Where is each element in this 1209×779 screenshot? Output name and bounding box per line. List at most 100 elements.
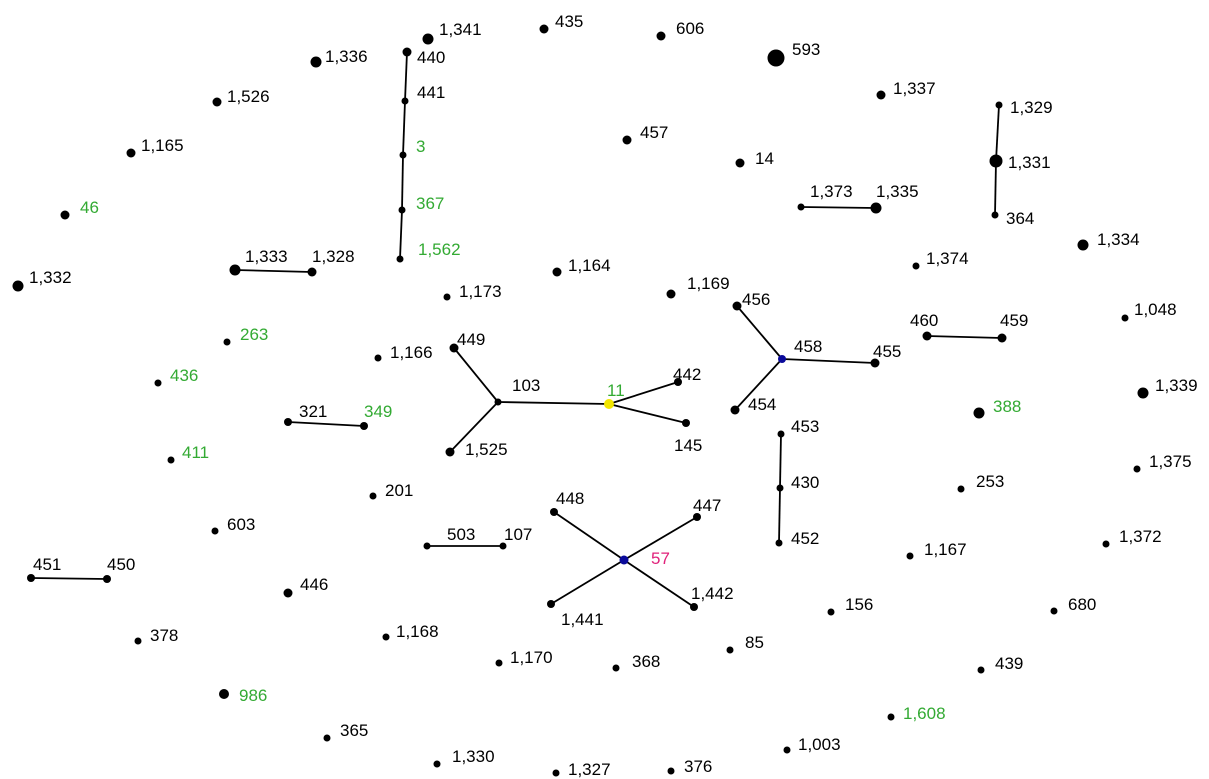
node-1337[interactable] bbox=[876, 90, 886, 100]
node-1327[interactable] bbox=[552, 769, 560, 777]
node-107[interactable] bbox=[499, 542, 507, 550]
node-1170[interactable] bbox=[495, 659, 503, 667]
node-label-449: 449 bbox=[457, 330, 485, 349]
node-452[interactable] bbox=[775, 539, 783, 547]
node-156[interactable] bbox=[827, 608, 835, 616]
edge-440-441 bbox=[404, 51, 408, 102]
node-441[interactable] bbox=[401, 97, 409, 105]
node-503[interactable] bbox=[423, 542, 431, 550]
node-label-1329: 1,329 bbox=[1010, 98, 1053, 117]
node-1562[interactable] bbox=[396, 255, 404, 263]
node-430[interactable] bbox=[776, 484, 784, 492]
node-label-1331: 1,331 bbox=[1008, 153, 1051, 172]
node-364[interactable] bbox=[991, 211, 999, 219]
node-1525[interactable] bbox=[445, 447, 455, 457]
node-46[interactable] bbox=[60, 210, 70, 220]
node-449[interactable] bbox=[449, 343, 459, 353]
node-388[interactable] bbox=[973, 407, 985, 419]
node-14[interactable] bbox=[735, 158, 745, 168]
node-1173[interactable] bbox=[443, 293, 451, 301]
node-411[interactable] bbox=[167, 456, 175, 464]
node-label-107: 107 bbox=[504, 525, 532, 544]
node-368[interactable] bbox=[612, 664, 620, 672]
node-367[interactable] bbox=[398, 206, 406, 214]
node-label-1341: 1,341 bbox=[439, 20, 482, 39]
node-1329[interactable] bbox=[995, 101, 1003, 109]
node-439[interactable] bbox=[977, 666, 985, 674]
node-454[interactable] bbox=[730, 405, 740, 415]
node-376[interactable] bbox=[667, 767, 675, 775]
node-321[interactable] bbox=[284, 418, 292, 426]
node-label-1375: 1,375 bbox=[1149, 452, 1192, 471]
node-1167[interactable] bbox=[906, 552, 914, 560]
node-1442[interactable] bbox=[690, 603, 698, 611]
node-460[interactable] bbox=[922, 331, 932, 341]
node-1335[interactable] bbox=[870, 202, 882, 214]
node-450[interactable] bbox=[103, 575, 111, 583]
node-1003[interactable] bbox=[783, 746, 791, 754]
node-3[interactable] bbox=[399, 151, 407, 159]
node-1330[interactable] bbox=[433, 760, 441, 768]
node-1373[interactable] bbox=[797, 203, 805, 211]
node-453[interactable] bbox=[777, 430, 785, 438]
node-57[interactable] bbox=[619, 555, 629, 565]
node-1526[interactable] bbox=[212, 97, 222, 107]
node-436[interactable] bbox=[154, 379, 162, 387]
node-435[interactable] bbox=[539, 24, 549, 34]
node-446[interactable] bbox=[283, 588, 293, 598]
node-label-14: 14 bbox=[755, 149, 774, 168]
node-349[interactable] bbox=[360, 422, 368, 430]
node-label-456: 456 bbox=[742, 290, 770, 309]
node-85[interactable] bbox=[726, 646, 734, 654]
node-365[interactable] bbox=[323, 734, 331, 742]
node-455[interactable] bbox=[870, 358, 880, 368]
node-606[interactable] bbox=[656, 31, 666, 41]
node-459[interactable] bbox=[997, 333, 1007, 343]
node-1048[interactable] bbox=[1121, 314, 1129, 322]
node-451[interactable] bbox=[27, 574, 35, 582]
node-1375[interactable] bbox=[1133, 465, 1141, 473]
node-1372[interactable] bbox=[1102, 540, 1110, 548]
node-440[interactable] bbox=[402, 47, 412, 57]
node-442[interactable] bbox=[674, 378, 682, 386]
node-1333[interactable] bbox=[229, 264, 241, 276]
node-1168[interactable] bbox=[382, 633, 390, 641]
node-103[interactable] bbox=[494, 398, 502, 406]
node-1339[interactable] bbox=[1137, 387, 1149, 399]
node-457[interactable] bbox=[622, 135, 632, 145]
node-1331[interactable] bbox=[989, 154, 1003, 168]
node-1441[interactable] bbox=[547, 600, 555, 608]
node-1374[interactable] bbox=[912, 262, 920, 270]
node-label-46: 46 bbox=[80, 198, 99, 217]
node-label-460: 460 bbox=[910, 311, 938, 330]
node-1334[interactable] bbox=[1077, 239, 1089, 251]
node-label-1333: 1,333 bbox=[245, 247, 288, 266]
node-1166[interactable] bbox=[374, 354, 382, 362]
node-253[interactable] bbox=[957, 485, 965, 493]
node-label-436: 436 bbox=[170, 366, 198, 385]
node-448[interactable] bbox=[550, 508, 558, 516]
node-1336[interactable] bbox=[310, 56, 322, 68]
node-label-201: 201 bbox=[385, 481, 413, 500]
node-1328[interactable] bbox=[307, 267, 317, 277]
node-label-1330: 1,330 bbox=[452, 747, 495, 766]
node-378[interactable] bbox=[134, 637, 142, 645]
node-986[interactable] bbox=[219, 689, 229, 699]
node-1164[interactable] bbox=[552, 267, 562, 277]
node-680[interactable] bbox=[1050, 607, 1058, 615]
node-456[interactable] bbox=[732, 301, 742, 311]
node-1169[interactable] bbox=[666, 289, 676, 299]
node-1341[interactable] bbox=[422, 33, 434, 45]
node-1165[interactable] bbox=[126, 148, 136, 158]
node-593[interactable] bbox=[767, 49, 785, 67]
node-11[interactable] bbox=[604, 399, 614, 409]
node-1608[interactable] bbox=[887, 713, 895, 721]
node-263[interactable] bbox=[223, 338, 231, 346]
node-145[interactable] bbox=[682, 419, 690, 427]
node-458[interactable] bbox=[778, 355, 786, 363]
node-label-263: 263 bbox=[240, 325, 268, 344]
node-603[interactable] bbox=[211, 527, 219, 535]
node-1332[interactable] bbox=[12, 280, 24, 292]
node-201[interactable] bbox=[369, 492, 377, 500]
node-447[interactable] bbox=[693, 513, 701, 521]
